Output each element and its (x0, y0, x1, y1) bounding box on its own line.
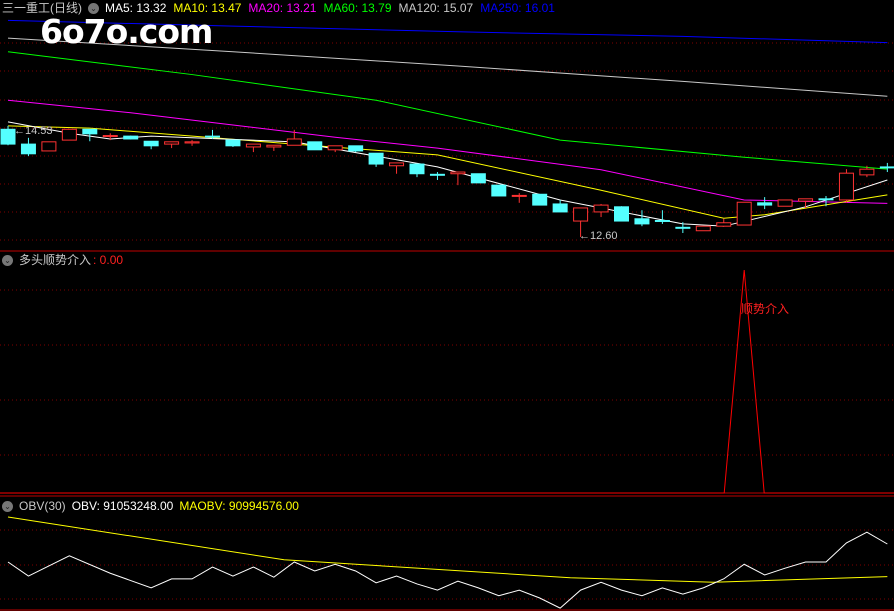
candle-up (511, 194, 527, 197)
candle-down (307, 141, 323, 151)
ma-line-ma5 (7, 121, 888, 227)
ma-line-ma120 (7, 37, 888, 97)
obv-title: OBV(30) (19, 499, 66, 513)
candle-up (266, 144, 282, 148)
candle-down (614, 206, 629, 222)
candle-up (777, 199, 793, 207)
candle-down (429, 173, 445, 176)
candle-down (491, 184, 507, 197)
signal-value: : 0.00 (93, 253, 124, 267)
candle-up (327, 145, 343, 151)
ma-legend-item: MA120: 15.07 (398, 1, 474, 15)
price-panel-header: 三一重工(日线) ⌄ MA5: 13.32 MA10: 13.47 MA20: 13… (2, 0, 555, 16)
candle-up (859, 168, 875, 176)
candle-up (695, 225, 711, 232)
candle-down (225, 139, 241, 147)
candle-down (532, 193, 548, 206)
ma-legend: MA5: 13.32 MA10: 13.47 MA20: 13.21 MA60: 13… (105, 0, 555, 16)
candle-up (184, 141, 200, 144)
candle-down (348, 145, 364, 152)
candle-up (838, 172, 854, 201)
candle-up (286, 138, 302, 146)
ma-line-ma60 (7, 51, 888, 170)
ma-legend-item: MA20: 13.21 (248, 1, 317, 15)
candle-down (552, 203, 568, 213)
ma-legend-item: MA10: 13.47 (173, 1, 242, 15)
candle-up (573, 207, 589, 222)
maobv-value: MAOBV: 90994576.00 (179, 499, 299, 513)
chevron-down-icon[interactable]: ⌄ (2, 254, 13, 266)
candle-up (736, 201, 752, 226)
signal-annotation: 顺势介入 (741, 302, 790, 316)
stock-title: 三一重工(日线) (2, 1, 82, 15)
candle-down (409, 163, 425, 175)
signal-line (0, 269, 894, 494)
obv-line (7, 531, 888, 609)
candle-down (879, 166, 894, 169)
ma-line-ma20 (7, 99, 888, 204)
high-price-label: ←14.53 (14, 125, 53, 137)
candle-up (41, 141, 57, 152)
ma-line-ma250 (7, 19, 888, 44)
obv-value: OBV: 91053248.00 (71, 499, 174, 513)
signal-title: 多头顺势介入 (19, 253, 92, 267)
candle-down (470, 173, 486, 184)
candle-down (0, 128, 16, 145)
candle-down (654, 219, 670, 222)
candle-down (143, 140, 159, 147)
candle-down (757, 202, 773, 206)
candle-down (818, 198, 834, 201)
candle-down (205, 135, 220, 138)
ma-legend-item: MA60: 13.79 (323, 1, 392, 15)
candle-up (450, 171, 466, 175)
ma-legend-item: MA5: 13.32 (105, 1, 167, 15)
chevron-down-icon[interactable]: ⌄ (88, 2, 99, 14)
candle-down (634, 218, 650, 225)
candle-up (593, 204, 609, 213)
low-price-label: ←12.60 (579, 230, 618, 242)
candle-up (164, 141, 180, 145)
candle-down (82, 128, 98, 135)
chevron-down-icon[interactable]: ⌄ (2, 500, 13, 512)
watermark: 6o7o.com (40, 12, 213, 51)
maobv-line (7, 516, 888, 583)
ma-line-ma10 (7, 125, 888, 219)
ma-legend-item: MA250: 16.01 (480, 1, 555, 15)
candle-up (716, 222, 732, 227)
candle-up (61, 128, 77, 141)
signal-panel-header: ⌄ 多头顺势介入 : 0.00 (2, 252, 123, 268)
candle-up (245, 143, 261, 148)
obv-panel-header: ⌄ OBV(30) OBV: 91053248.00 MAOBV: 909945… (2, 498, 299, 514)
candle-down (20, 143, 36, 155)
candle-down (675, 226, 691, 229)
candle-up (798, 198, 814, 202)
candle-up (389, 162, 405, 167)
candle-down (368, 152, 384, 165)
candle-up (102, 135, 118, 138)
candle-down (123, 135, 139, 140)
